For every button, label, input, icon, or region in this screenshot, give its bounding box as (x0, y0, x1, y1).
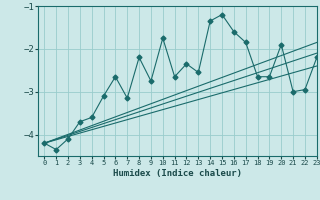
X-axis label: Humidex (Indice chaleur): Humidex (Indice chaleur) (113, 169, 242, 178)
